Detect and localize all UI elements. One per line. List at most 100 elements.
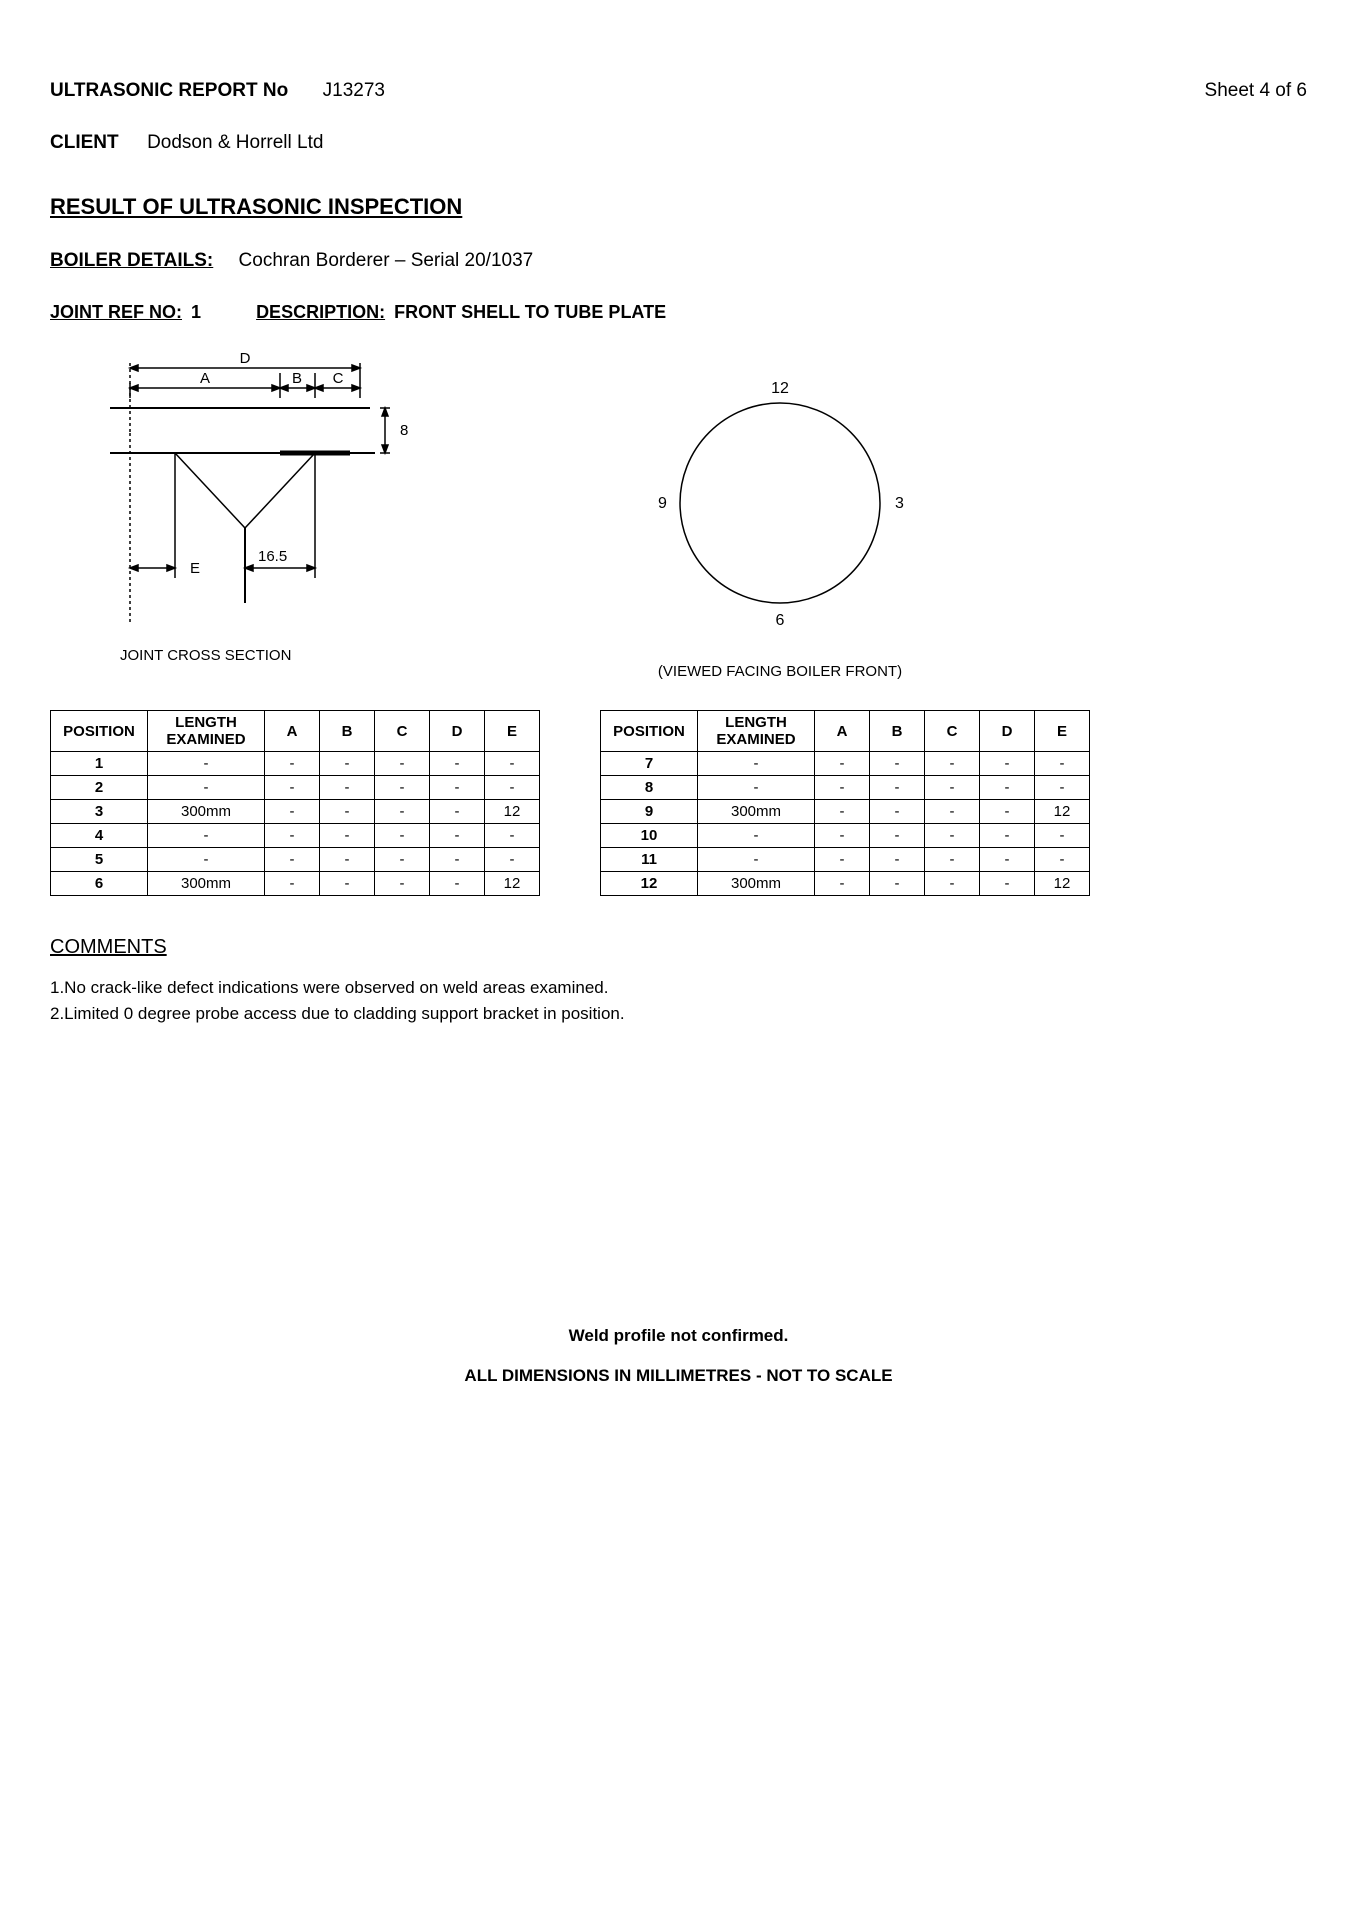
- table-cell: 8: [601, 776, 698, 800]
- dim-16-5: 16.5: [258, 548, 287, 565]
- table-cell: -: [980, 848, 1035, 872]
- comment-item: 1.No crack-like defect indications were …: [50, 975, 1307, 1001]
- table-cell: 300mm: [698, 800, 815, 824]
- comments-list: 1.No crack-like defect indications were …: [50, 975, 1307, 1026]
- table-row: 8------: [601, 776, 1090, 800]
- table-row: 10------: [601, 824, 1090, 848]
- table-cell: -: [320, 824, 375, 848]
- table-header: C: [925, 711, 980, 752]
- table-cell: -: [430, 872, 485, 896]
- table-cell: 10: [601, 824, 698, 848]
- table-cell: 300mm: [698, 872, 815, 896]
- report-label: ULTRASONIC REPORT No: [50, 80, 288, 101]
- table-cell: 4: [51, 824, 148, 848]
- table-row: 1------: [51, 752, 540, 776]
- table-cell: -: [870, 848, 925, 872]
- table-cell: -: [815, 848, 870, 872]
- table-cell: -: [815, 800, 870, 824]
- table-cell: -: [430, 824, 485, 848]
- table-header: D: [430, 711, 485, 752]
- clock-svg: 12 3 6 9: [640, 373, 920, 633]
- dim-e-label: E: [190, 560, 200, 577]
- table-row: 11------: [601, 848, 1090, 872]
- tables-row: POSITIONLENGTHEXAMINEDABCDE 1------2----…: [50, 710, 1307, 896]
- report-number: ULTRASONIC REPORT No J13273: [50, 80, 385, 102]
- table-cell: -: [870, 752, 925, 776]
- dim-8: 8: [400, 422, 408, 439]
- boiler-value: Cochran Borderer – Serial 20/1037: [239, 250, 534, 271]
- table-cell: -: [870, 824, 925, 848]
- table-cell: -: [925, 848, 980, 872]
- dim-b-label: B: [292, 370, 302, 387]
- table-cell: -: [430, 800, 485, 824]
- joint-desc-value: FRONT SHELL TO TUBE PLATE: [394, 302, 666, 322]
- dim-a-label: A: [200, 370, 210, 387]
- table-header: D: [980, 711, 1035, 752]
- table-cell: -: [430, 752, 485, 776]
- table-cell: 6: [51, 872, 148, 896]
- table-header: E: [1035, 711, 1090, 752]
- table-cell: -: [265, 800, 320, 824]
- header-row: ULTRASONIC REPORT No J13273 Sheet 4 of 6: [50, 80, 1307, 102]
- table-cell: -: [925, 824, 980, 848]
- table-header: A: [815, 711, 870, 752]
- table-cell: 12: [1035, 872, 1090, 896]
- table-cell: -: [815, 824, 870, 848]
- table-cell: -: [485, 776, 540, 800]
- comment-item: 2.Limited 0 degree probe access due to c…: [50, 1001, 1307, 1027]
- table-cell: 12: [601, 872, 698, 896]
- table-cell: -: [870, 800, 925, 824]
- dim-d-label: D: [240, 350, 251, 367]
- cross-section-caption: JOINT CROSS SECTION: [120, 647, 291, 664]
- table-cell: -: [1035, 824, 1090, 848]
- table-cell: -: [320, 776, 375, 800]
- diagram-row: D A B C: [50, 343, 1307, 680]
- boiler-label: BOILER DETAILS:: [50, 250, 213, 271]
- table-cell: -: [980, 872, 1035, 896]
- footer-line1: Weld profile not confirmed.: [50, 1326, 1307, 1346]
- client-row: CLIENT Dodson & Horrell Ltd: [50, 132, 1307, 154]
- table-cell: -: [320, 800, 375, 824]
- table-cell: -: [925, 752, 980, 776]
- table-cell: -: [698, 848, 815, 872]
- footer-line2: ALL DIMENSIONS IN MILLIMETRES - NOT TO S…: [50, 1366, 1307, 1386]
- client-label: CLIENT: [50, 132, 119, 153]
- table-cell: 7: [601, 752, 698, 776]
- table-cell: -: [980, 776, 1035, 800]
- table-cell: -: [1035, 752, 1090, 776]
- table-row: 12300mm----12: [601, 872, 1090, 896]
- table-header: POSITION: [51, 711, 148, 752]
- table-cell: 300mm: [148, 800, 265, 824]
- table-cell: 12: [485, 800, 540, 824]
- table-cell: 3: [51, 800, 148, 824]
- table-cell: -: [375, 872, 430, 896]
- table-header: B: [870, 711, 925, 752]
- table-cell: -: [815, 872, 870, 896]
- result-title: RESULT OF ULTRASONIC INSPECTION: [50, 194, 1307, 220]
- table-cell: -: [698, 776, 815, 800]
- table-header: LENGTHEXAMINED: [698, 711, 815, 752]
- table-cell: -: [925, 800, 980, 824]
- table-cell: -: [870, 872, 925, 896]
- table-cell: -: [980, 800, 1035, 824]
- table-cell: -: [265, 752, 320, 776]
- footer: Weld profile not confirmed. ALL DIMENSIO…: [50, 1326, 1307, 1386]
- table-header: B: [320, 711, 375, 752]
- table-header: A: [265, 711, 320, 752]
- table-row: 5------: [51, 848, 540, 872]
- table-cell: -: [815, 752, 870, 776]
- table-cell: -: [320, 752, 375, 776]
- table-cell: -: [320, 872, 375, 896]
- dim-c-label: C: [333, 370, 344, 387]
- comments-title: COMMENTS: [50, 936, 1307, 959]
- table-cell: 12: [1035, 800, 1090, 824]
- table-header: E: [485, 711, 540, 752]
- table-cell: -: [375, 776, 430, 800]
- table-cell: -: [265, 872, 320, 896]
- table-cell: -: [925, 776, 980, 800]
- table-row: 7------: [601, 752, 1090, 776]
- table-row: 2------: [51, 776, 540, 800]
- table-cell: -: [980, 752, 1035, 776]
- cross-section-svg: D A B C: [80, 343, 440, 633]
- clock-caption: (VIEWED FACING BOILER FRONT): [658, 663, 902, 680]
